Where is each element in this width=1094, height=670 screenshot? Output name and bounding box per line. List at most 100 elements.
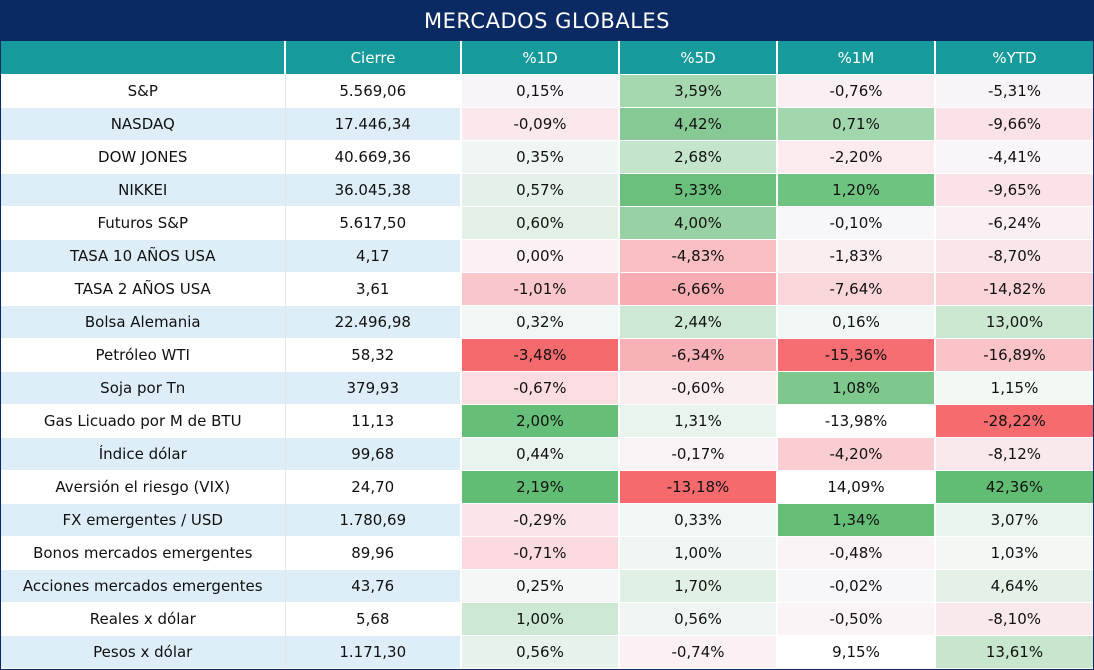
close-value: 5.569,06 bbox=[285, 74, 462, 108]
instrument-name: Índice dólar bbox=[1, 437, 286, 471]
change-1d-cell: 2,00% bbox=[461, 404, 620, 438]
change-ytd-cell: 13,61% bbox=[935, 635, 1093, 668]
instrument-name: NIKKEI bbox=[1, 173, 286, 207]
table-row: Soja por Tn 379,93 -0,67% -0,60% 1,08% 1,15% bbox=[1, 371, 1093, 405]
table-row: Bonos mercados emergentes 89,96 -0,71% 1,00… bbox=[1, 536, 1093, 570]
close-value: 24,70 bbox=[285, 470, 462, 504]
close-value: 1.780,69 bbox=[285, 503, 462, 537]
change-ytd-cell: -9,66% bbox=[935, 107, 1093, 141]
close-value: 11,13 bbox=[285, 404, 462, 438]
change-1d-cell: 2,19% bbox=[461, 470, 620, 504]
instrument-name: Soja por Tn bbox=[1, 371, 286, 405]
instrument-name: DOW JONES bbox=[1, 140, 286, 174]
change-1m-cell: -2,20% bbox=[777, 140, 936, 174]
close-value: 17.446,34 bbox=[285, 107, 462, 141]
change-5d-cell: 3,59% bbox=[619, 74, 778, 108]
change-ytd-cell: 4,64% bbox=[935, 569, 1093, 603]
change-1d-cell: 0,60% bbox=[461, 206, 620, 240]
change-1d-cell: 0,57% bbox=[461, 173, 620, 207]
instrument-name: NASDAQ bbox=[1, 107, 286, 141]
change-5d-cell: -4,83% bbox=[619, 239, 778, 273]
change-ytd-cell: -5,31% bbox=[935, 74, 1093, 108]
table-row: Bolsa Alemania 22.496,98 0,32% 2,44% 0,16% 13… bbox=[1, 305, 1093, 339]
table-row: NASDAQ 17.446,34 -0,09% 4,42% 0,71% -9,66% bbox=[1, 107, 1093, 141]
table-row: Índice dólar 99,68 0,44% -0,17% -4,20% -8,12% bbox=[1, 437, 1093, 471]
instrument-name: Reales x dólar bbox=[1, 602, 286, 636]
change-5d-cell: 4,42% bbox=[619, 107, 778, 141]
change-1m-cell: -0,10% bbox=[777, 206, 936, 240]
change-1d-cell: 0,35% bbox=[461, 140, 620, 174]
instrument-name: Aversión el riesgo (VIX) bbox=[1, 470, 286, 504]
table-row: Petróleo WTI 58,32 -3,48% -6,34% -15,36% -16,… bbox=[1, 338, 1093, 372]
table-row: FX emergentes / USD 1.780,69 -0,29% 0,33% 1,… bbox=[1, 503, 1093, 537]
table-row: Pesos x dólar 1.171,30 0,56% -0,74% 9,15% 13,… bbox=[1, 635, 1093, 668]
instrument-name: FX emergentes / USD bbox=[1, 503, 286, 537]
instrument-name: Futuros S&P bbox=[1, 206, 286, 240]
table-row: Acciones mercados emergentes 43,76 0,25% 1,… bbox=[1, 569, 1093, 603]
markets-table: Cierre %1D %5D %1M %YTD S&P 5.569,06 0,15%… bbox=[1, 41, 1093, 668]
change-ytd-cell: -4,41% bbox=[935, 140, 1093, 174]
change-5d-cell: -0,74% bbox=[619, 635, 778, 668]
close-value: 4,17 bbox=[285, 239, 462, 273]
close-value: 22.496,98 bbox=[285, 305, 462, 339]
close-value: 36.045,38 bbox=[285, 173, 462, 207]
change-5d-cell: 2,44% bbox=[619, 305, 778, 339]
change-1m-cell: 0,16% bbox=[777, 305, 936, 339]
header-close: Cierre bbox=[285, 41, 462, 75]
close-value: 379,93 bbox=[285, 371, 462, 405]
change-ytd-cell: -8,70% bbox=[935, 239, 1093, 273]
change-1d-cell: 1,00% bbox=[461, 602, 620, 636]
change-5d-cell: 4,00% bbox=[619, 206, 778, 240]
change-ytd-cell: -14,82% bbox=[935, 272, 1093, 306]
close-value: 58,32 bbox=[285, 338, 462, 372]
instrument-name: Bolsa Alemania bbox=[1, 305, 286, 339]
table-row: Aversión el riesgo (VIX) 24,70 2,19% -13,18… bbox=[1, 470, 1093, 504]
instrument-name: Bonos mercados emergentes bbox=[1, 536, 286, 570]
change-ytd-cell: 3,07% bbox=[935, 503, 1093, 537]
instrument-name: S&P bbox=[1, 74, 286, 108]
change-ytd-cell: -8,10% bbox=[935, 602, 1093, 636]
close-value: 5,68 bbox=[285, 602, 462, 636]
change-5d-cell: 0,33% bbox=[619, 503, 778, 537]
change-1d-cell: -3,48% bbox=[461, 338, 620, 372]
header-row: Cierre %1D %5D %1M %YTD bbox=[1, 41, 1093, 75]
change-1d-cell: 0,00% bbox=[461, 239, 620, 273]
table-title: MERCADOS GLOBALES bbox=[1, 1, 1093, 41]
table-row: NIKKEI 36.045,38 0,57% 5,33% 1,20% -9,65% bbox=[1, 173, 1093, 207]
change-5d-cell: 5,33% bbox=[619, 173, 778, 207]
table-row: Reales x dólar 5,68 1,00% 0,56% -0,50% -8,10% bbox=[1, 602, 1093, 636]
instrument-name: TASA 10 AÑOS USA bbox=[1, 239, 286, 273]
change-5d-cell: -0,17% bbox=[619, 437, 778, 471]
close-value: 40.669,36 bbox=[285, 140, 462, 174]
change-1m-cell: -0,50% bbox=[777, 602, 936, 636]
table-row: Futuros S&P 5.617,50 0,60% 4,00% -0,10% -6,24… bbox=[1, 206, 1093, 240]
change-1d-cell: -0,29% bbox=[461, 503, 620, 537]
change-ytd-cell: -9,65% bbox=[935, 173, 1093, 207]
change-ytd-cell: 42,36% bbox=[935, 470, 1093, 504]
close-value: 3,61 bbox=[285, 272, 462, 306]
change-1d-cell: 0,44% bbox=[461, 437, 620, 471]
change-5d-cell: 1,70% bbox=[619, 569, 778, 603]
instrument-name: Pesos x dólar bbox=[1, 635, 286, 668]
close-value: 1.171,30 bbox=[285, 635, 462, 668]
change-1m-cell: 1,20% bbox=[777, 173, 936, 207]
table-row: TASA 2 AÑOS USA 3,61 -1,01% -6,66% -7,64% -14… bbox=[1, 272, 1093, 306]
change-5d-cell: 2,68% bbox=[619, 140, 778, 174]
change-1d-cell: 0,56% bbox=[461, 635, 620, 668]
table-row: TASA 10 AÑOS USA 4,17 0,00% -4,83% -1,83% -8,… bbox=[1, 239, 1093, 273]
change-1m-cell: 1,34% bbox=[777, 503, 936, 537]
change-1d-cell: 0,32% bbox=[461, 305, 620, 339]
change-1d-cell: -0,09% bbox=[461, 107, 620, 141]
change-1m-cell: -4,20% bbox=[777, 437, 936, 471]
change-1m-cell: 14,09% bbox=[777, 470, 936, 504]
change-1m-cell: 9,15% bbox=[777, 635, 936, 668]
table-row: S&P 5.569,06 0,15% 3,59% -0,76% -5,31% bbox=[1, 74, 1093, 108]
header-5d: %5D bbox=[619, 41, 778, 75]
close-value: 89,96 bbox=[285, 536, 462, 570]
change-1m-cell: 0,71% bbox=[777, 107, 936, 141]
change-1m-cell: -1,83% bbox=[777, 239, 936, 273]
change-5d-cell: 1,31% bbox=[619, 404, 778, 438]
instrument-name: Acciones mercados emergentes bbox=[1, 569, 286, 603]
change-1m-cell: -0,48% bbox=[777, 536, 936, 570]
